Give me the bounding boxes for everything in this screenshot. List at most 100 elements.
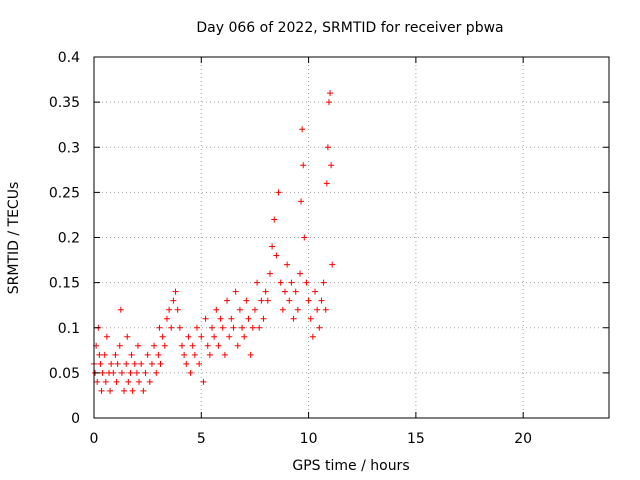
data-point <box>112 351 119 358</box>
data-point <box>275 189 282 196</box>
data-point <box>228 315 235 322</box>
data-point <box>146 378 153 385</box>
data-point <box>329 261 336 268</box>
data-point <box>114 360 121 367</box>
data-point <box>266 270 273 277</box>
data-point <box>322 306 329 313</box>
data-point <box>129 387 136 394</box>
data-point <box>189 342 196 349</box>
data-point <box>254 279 261 286</box>
data-point <box>148 360 155 367</box>
y-tick-label: 0.3 <box>58 140 80 156</box>
x-tick-label: 0 <box>90 431 99 447</box>
data-point <box>215 342 222 349</box>
y-tick-label: 0.35 <box>49 95 80 111</box>
data-point <box>251 306 258 313</box>
data-point <box>176 324 183 331</box>
x-tick-label: 20 <box>514 431 532 447</box>
data-point <box>328 162 335 169</box>
data-point <box>107 387 114 394</box>
y-tick-label: 0.4 <box>58 50 80 66</box>
data-point <box>136 378 143 385</box>
chart-title: Day 066 of 2022, SRMTID for receiver pbw… <box>196 20 503 36</box>
data-point <box>142 369 149 376</box>
data-point <box>116 342 123 349</box>
data-point <box>138 360 145 367</box>
data-point <box>113 378 120 385</box>
data-point <box>151 342 158 349</box>
data-point <box>108 360 115 367</box>
data-point <box>124 333 131 340</box>
data-point <box>161 342 168 349</box>
data-point <box>316 324 323 331</box>
data-point <box>299 126 306 133</box>
x-tick-label: 15 <box>407 431 425 447</box>
data-point <box>121 387 128 394</box>
data-point <box>123 360 130 367</box>
data-point <box>294 306 301 313</box>
data-point <box>318 297 325 304</box>
data-point <box>213 306 220 313</box>
data-point <box>226 333 233 340</box>
data-point <box>288 279 295 286</box>
data-point <box>256 324 263 331</box>
data-point <box>243 297 250 304</box>
data-point <box>279 306 286 313</box>
data-point <box>103 333 110 340</box>
data-point <box>271 216 278 223</box>
data-point <box>159 333 166 340</box>
data-point <box>290 315 297 322</box>
data-point <box>281 288 288 295</box>
y-tick-label: 0.25 <box>49 185 80 201</box>
data-point <box>245 315 252 322</box>
data-point <box>98 387 105 394</box>
y-tick-label: 0.2 <box>58 231 80 247</box>
data-point <box>323 180 330 187</box>
tick-labels: 0 5 10 15 20 0 0.05 0.1 0.15 0.2 0.25 0.3 0.35 0.4 <box>49 50 532 447</box>
data-point <box>191 351 198 358</box>
data-point <box>286 297 293 304</box>
data-point <box>307 315 314 322</box>
data-point <box>301 234 308 241</box>
x-tick-label: 5 <box>197 431 206 447</box>
data-point <box>312 288 319 295</box>
data-point <box>163 315 170 322</box>
data-point <box>297 270 303 277</box>
y-tick-label: 0.1 <box>58 321 80 337</box>
data-point <box>172 288 179 295</box>
data-point <box>174 306 181 313</box>
data-point <box>292 288 299 295</box>
data-point <box>221 351 228 358</box>
data-point <box>94 378 101 385</box>
data-point <box>320 279 327 286</box>
x-axis-label: GPS time / hours <box>292 458 409 474</box>
data-point <box>264 297 271 304</box>
data-point <box>178 342 185 349</box>
data-point <box>117 306 124 313</box>
data-point <box>249 324 256 331</box>
data-point <box>217 315 224 322</box>
data-point <box>125 378 132 385</box>
data-point <box>127 369 134 376</box>
data-point <box>97 360 104 367</box>
data-point <box>303 279 310 286</box>
data-point <box>258 297 265 304</box>
data-point <box>183 360 190 367</box>
data-point <box>196 360 203 367</box>
data-point <box>153 369 160 376</box>
data-point <box>305 297 312 304</box>
data-point <box>324 144 331 151</box>
data-point <box>202 315 209 322</box>
data-point <box>134 342 141 349</box>
data-point <box>200 378 207 385</box>
data-point <box>327 90 334 97</box>
data-point <box>260 315 267 322</box>
data-point <box>168 324 175 331</box>
data-point <box>118 369 125 376</box>
data-point <box>181 351 188 358</box>
data-point <box>156 324 163 331</box>
data-point <box>277 279 284 286</box>
data-point <box>204 342 211 349</box>
